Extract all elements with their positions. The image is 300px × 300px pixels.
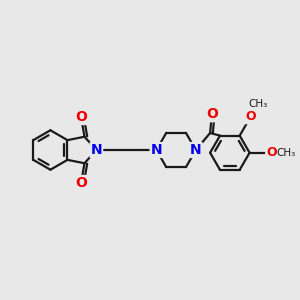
Text: N: N: [190, 143, 202, 157]
Text: CH₃: CH₃: [276, 148, 295, 158]
Text: O: O: [206, 107, 218, 121]
Text: N: N: [91, 143, 102, 157]
Text: N: N: [151, 143, 162, 157]
Text: O: O: [75, 176, 87, 190]
Text: O: O: [245, 110, 256, 123]
Text: CH₃: CH₃: [248, 99, 267, 110]
Text: O: O: [75, 110, 87, 124]
Text: O: O: [266, 146, 277, 159]
